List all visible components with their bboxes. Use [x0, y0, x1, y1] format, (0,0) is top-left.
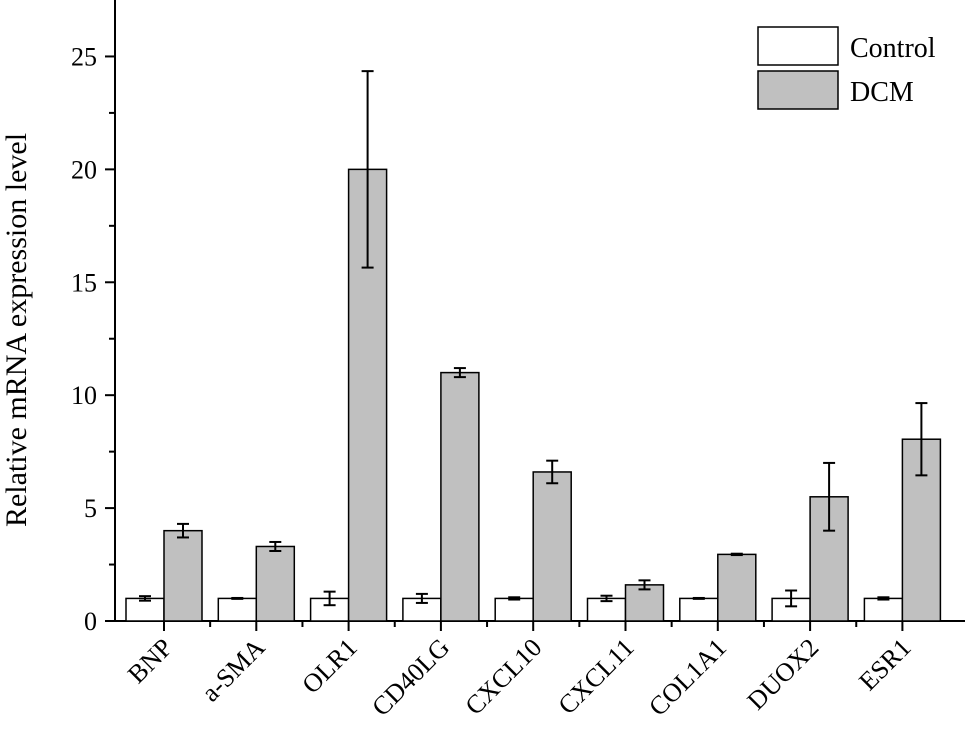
legend-swatch-control: [757, 26, 839, 66]
y-tick-label: 0: [84, 607, 97, 636]
error-bars: [139, 70, 928, 608]
bar-dcm-a-sma: [255, 545, 296, 622]
x-tick-label: OLR1: [296, 633, 362, 699]
x-tick-labels: BNP a-SMA OLR1 CD40LG CXCL10 CXCL11 COL1A1 DUOX…: [122, 633, 917, 722]
x-tick-label: CXCL11: [552, 633, 639, 720]
y-tick-label: 15: [71, 268, 97, 297]
bar-dcm-cd40lg: [440, 371, 480, 622]
y-tick-label: 20: [71, 155, 97, 184]
x-tick-label: ESR1: [853, 633, 916, 696]
bar-dcm-cxcl10: [532, 471, 572, 622]
y-tick-label: 25: [71, 42, 97, 71]
x-tick-label: BNP: [122, 633, 178, 689]
x-tick-label: a-SMA: [196, 633, 271, 708]
x-tick-label: CD40LG: [366, 633, 455, 722]
bars: [125, 168, 942, 622]
x-tick-label: COL1A1: [643, 633, 732, 722]
y-axis-title: Relative mRNA expression level: [0, 133, 33, 527]
legend-swatch-dcm: [757, 70, 839, 110]
y-tick-label: 5: [84, 494, 97, 523]
y-tick-label: 10: [71, 381, 97, 410]
bar-dcm-col1a1: [717, 553, 757, 622]
bar-dcm-bnp: [163, 529, 203, 622]
y-tick-labels: 0 5 10 15 20 25: [71, 42, 97, 636]
bar-control-esr1: [863, 597, 904, 622]
bar-control-col1a1: [679, 597, 719, 622]
bar-control-cxcl10: [494, 597, 534, 622]
bar-control-bnp: [125, 597, 165, 622]
x-tick-label: DUOX2: [742, 633, 825, 716]
legend: Control DCM: [757, 26, 936, 110]
bar-dcm-olr1: [347, 168, 388, 622]
x-tick-label: CXCL10: [460, 633, 548, 721]
legend-label-control: Control: [850, 33, 936, 64]
bar-control-a-sma: [217, 597, 258, 622]
bar-dcm-cxcl11: [624, 584, 665, 622]
legend-label-dcm: DCM: [850, 77, 914, 108]
